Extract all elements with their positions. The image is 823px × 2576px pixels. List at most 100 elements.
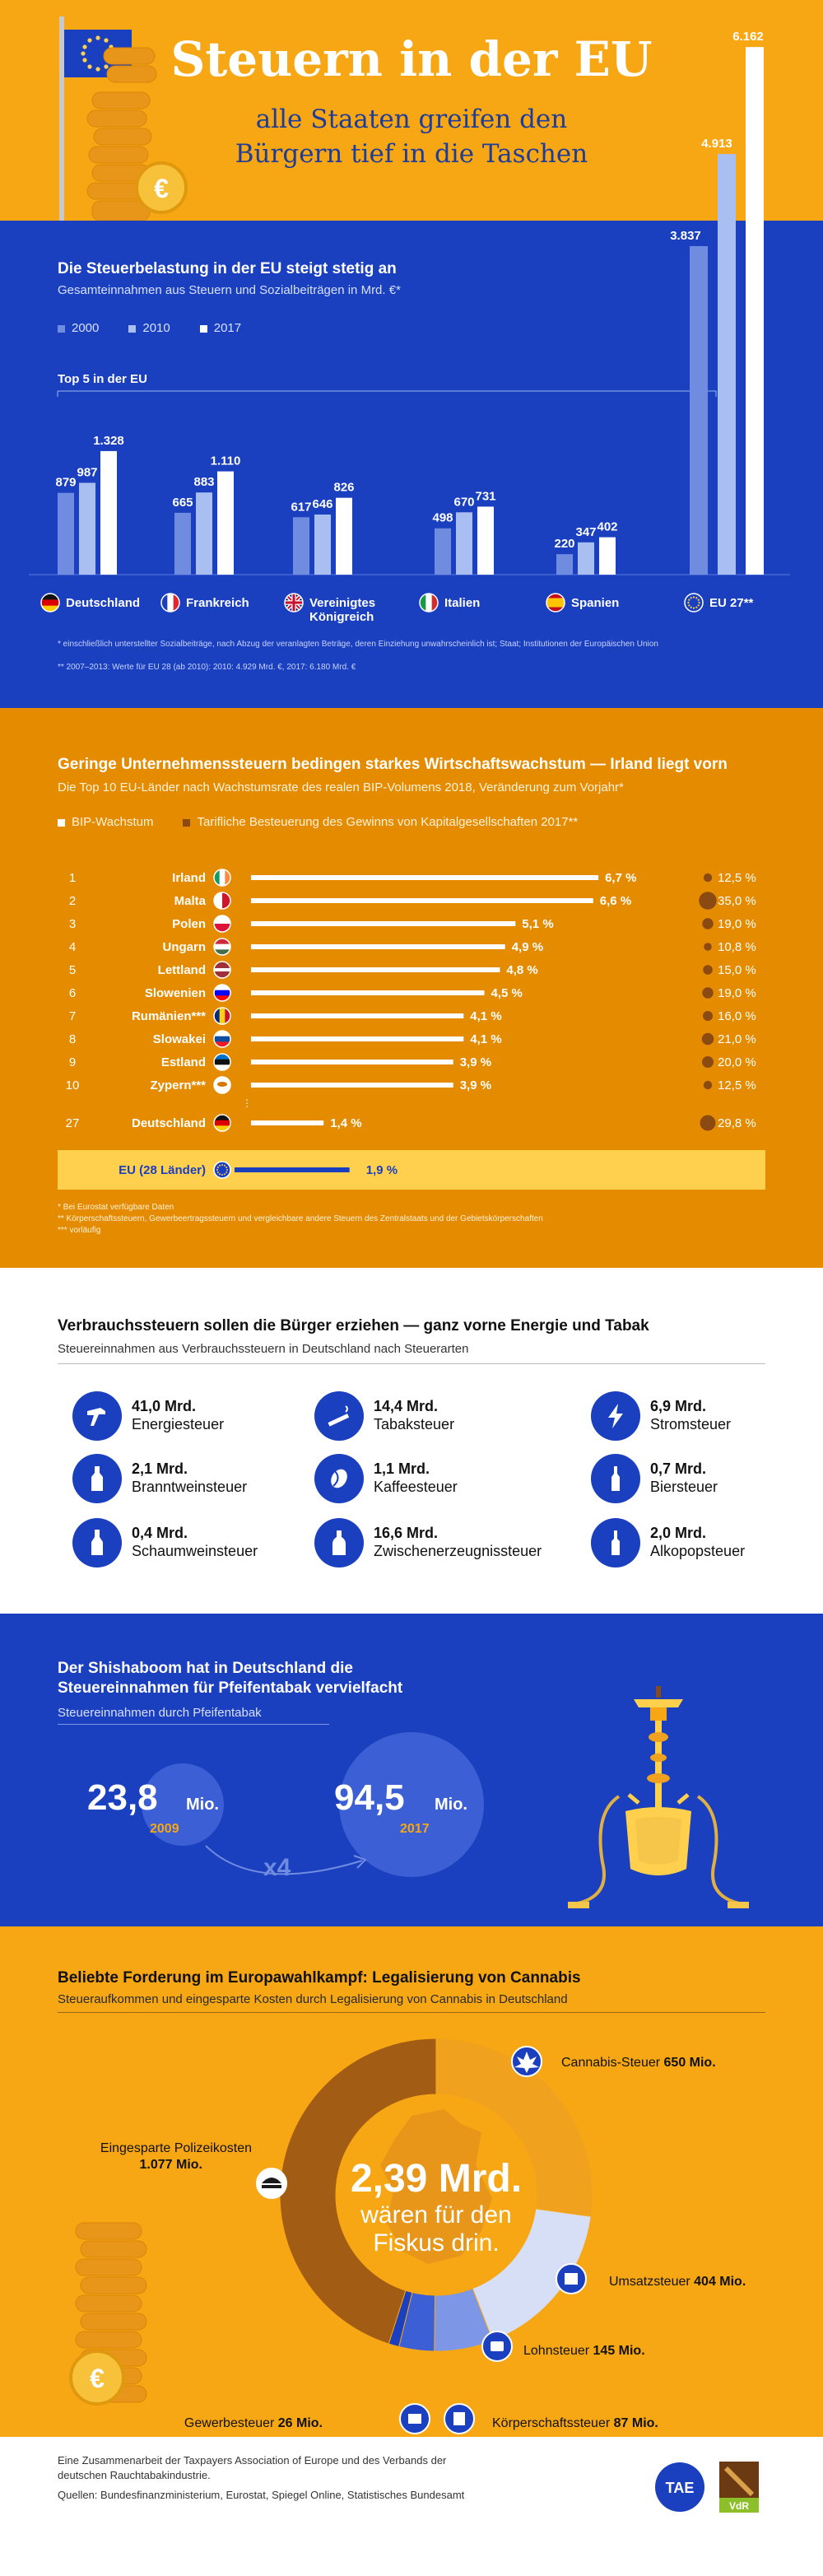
bar-italien-2017 [477, 506, 494, 575]
page-title: Steuern in der EU [170, 31, 653, 87]
coffee-bean-icon [314, 1454, 364, 1503]
growth-label-zypern: 3,9 % [460, 1078, 491, 1092]
flag-es-icon [546, 593, 565, 613]
bar-label-frankreich-2000: 665 [172, 496, 193, 510]
flag-de-icon [40, 593, 60, 613]
legend-item-tax: Tarifliche Besteuerung des Gewinns von K… [183, 815, 578, 829]
bar-label-deutschland-2000: 879 [55, 476, 76, 490]
top5-label: Top 5 in der EU [58, 372, 147, 386]
growth-label-lettland: 4,8 % [506, 963, 537, 977]
section-shisha: Der Shishaboom hat in Deutschland die St… [0, 1614, 823, 1926]
bar-label-italien-2000: 498 [432, 511, 453, 525]
tax-label-polen: 19,0 % [718, 917, 756, 931]
flag-pole [59, 16, 64, 221]
bar-label-eu-27-2010: 4.913 [701, 137, 732, 151]
footer-credit: Eine Zusammenarbeit der Taxpayers Associ… [58, 2453, 464, 2503]
country-label-slowakei: Slowakei [153, 1032, 206, 1046]
bar-vereinigtes-königreich-2010 [314, 515, 331, 575]
rank-deutschland: 27 [66, 1116, 80, 1130]
section-tax-burden: Die Steuerbelastung in der EU steigt ste… [0, 221, 823, 708]
footer-sources: Quellen: Bundesfinanzministerium, Eurost… [58, 2489, 465, 2501]
legend-item-2017: 2017 [199, 321, 241, 335]
bar-frankreich-2010 [196, 492, 212, 575]
category-label-frankreich: Frankreich [186, 596, 249, 610]
flag-ee-icon [213, 1053, 231, 1071]
beer-bottle-icon [591, 1454, 640, 1503]
fuel-nozzle-icon [72, 1391, 122, 1441]
section1-heading: Die Steuerbelastung in der EU steigt ste… [58, 260, 397, 277]
growth-bar-estland [251, 1060, 453, 1064]
value-2017: 94,5 [334, 1777, 405, 1818]
growth-label-irland: 6,7 % [605, 871, 636, 885]
flag-it-icon [419, 593, 439, 613]
section1-footnote-1: * einschließlich unterstellter Sozialbei… [58, 640, 658, 649]
center-value: 2,39 Mrd. [351, 2157, 522, 2201]
bar-frankreich-2000 [174, 512, 191, 575]
bar-label-deutschland-2010: 987 [77, 465, 97, 479]
section3-divider [58, 1363, 765, 1364]
growth-label-malta: 6,6 % [600, 894, 631, 908]
tax-label-ungarn: 10,8 % [718, 940, 756, 954]
legend-item-2000: 2000 [58, 321, 99, 335]
cannabis-leaf-icon [514, 2052, 539, 2073]
tax-dot-malta [699, 892, 717, 910]
section3-subheading: Steuereinnahmen aus Verbrauchssteuern in… [58, 1342, 469, 1356]
tax-item-energie: 41,0 Mrd. Energiesteuer [72, 1391, 311, 1444]
police-cap-icon [262, 2178, 281, 2188]
section5-heading: Beliebte Forderung im Europawahlkampf: L… [58, 1969, 581, 1987]
country-label-slowenien: Slowenien [145, 986, 206, 1000]
section3-heading: Verbrauchssteuern sollen die Bürger erzi… [58, 1317, 649, 1335]
rank-estland: 9 [69, 1055, 76, 1069]
tax-dot-slowakei [701, 1032, 714, 1046]
subtitle-line-2: Bürgern tief in die Taschen [235, 139, 588, 169]
growth-arrow [205, 1845, 363, 1875]
bar-eu-27-2017 [746, 47, 764, 575]
growth-label-slowakei: 4,1 % [470, 1032, 501, 1046]
alcopop-bottle-icon [591, 1518, 640, 1567]
tax-dot-polen [702, 918, 714, 929]
flag-si-icon [213, 984, 231, 1002]
flag-sk-icon [213, 1030, 231, 1048]
tax-item-schaumwein: 0,4 Mrd. Schaumweinsteuer [72, 1518, 311, 1571]
country-label-eu: EU (28 Länder) [119, 1163, 206, 1177]
bar-label-vereinigtes-königreich-2000: 617 [291, 500, 311, 514]
section4-heading-line-1: Der Shishaboom hat in Deutschland die [58, 1660, 353, 1677]
page-subtitle: alle Staaten greifen den Bürgern tief in… [0, 102, 823, 171]
bar-deutschland-2000 [58, 492, 74, 575]
growth-label-eu: 1,9 % [366, 1163, 398, 1177]
slice-label-cannabis-steuer: Cannabis-Steuer 650 Mio. [561, 2056, 716, 2070]
gdp-growth-bar-chart: 1 Irland 6,7 % 12,5 % 2 Malta 6,6 % 35,0 % 3 Pole… [58, 869, 765, 1190]
footer-credit-line-1: Eine Zusammenarbeit der Taxpayers Associ… [58, 2454, 447, 2467]
footer: Eine Zusammenarbeit der Taxpayers Associ… [0, 2437, 823, 2576]
year-2009: 2009 [150, 1822, 179, 1836]
tax-label-malta: 35,0 % [718, 894, 756, 908]
growth-label-polen: 5,1 % [522, 917, 553, 931]
country-label-irland: Irland [172, 871, 206, 885]
office-building-icon [453, 2412, 465, 2425]
rank-zypern: 10 [66, 1078, 80, 1092]
tax-item-alkopop: 2,0 Mrd. Alkopopsteuer [591, 1518, 823, 1571]
shop-icon [408, 2414, 421, 2424]
growth-bar-lettland [251, 967, 500, 972]
section2-subheading: Die Top 10 EU-Länder nach Wachstumsrate … [58, 780, 624, 794]
bar-spanien-2017 [599, 537, 616, 575]
flag-eu-icon [213, 1161, 231, 1179]
euro-coin-icon [69, 2350, 125, 2406]
flag-hu-icon [213, 938, 231, 956]
flag-ro-icon [213, 1007, 231, 1025]
tax-label-deutschland: 29,8 % [718, 1116, 756, 1130]
svg-text:€: € [154, 174, 169, 203]
flag-cy-icon [213, 1076, 231, 1094]
center-text-line-2: Fiskus drin. [373, 2229, 499, 2257]
section4-divider [58, 1724, 329, 1725]
rank-slowenien: 6 [69, 986, 76, 1000]
country-label-deutschland: Deutschland [132, 1116, 206, 1130]
slice-label-körperschaftssteuer: Körperschaftssteuer 87 Mio. [492, 2416, 658, 2430]
svg-text:VdR: VdR [729, 2500, 749, 2512]
tax-item-branntwein: 2,1 Mrd. Branntweinsteuer [72, 1454, 311, 1507]
euro-coin-icon [135, 161, 188, 214]
tax-item-bier: 0,7 Mrd. Biersteuer [591, 1454, 823, 1507]
category-label-eu-27: EU 27** [709, 596, 754, 610]
bar-deutschland-2017 [100, 450, 117, 575]
